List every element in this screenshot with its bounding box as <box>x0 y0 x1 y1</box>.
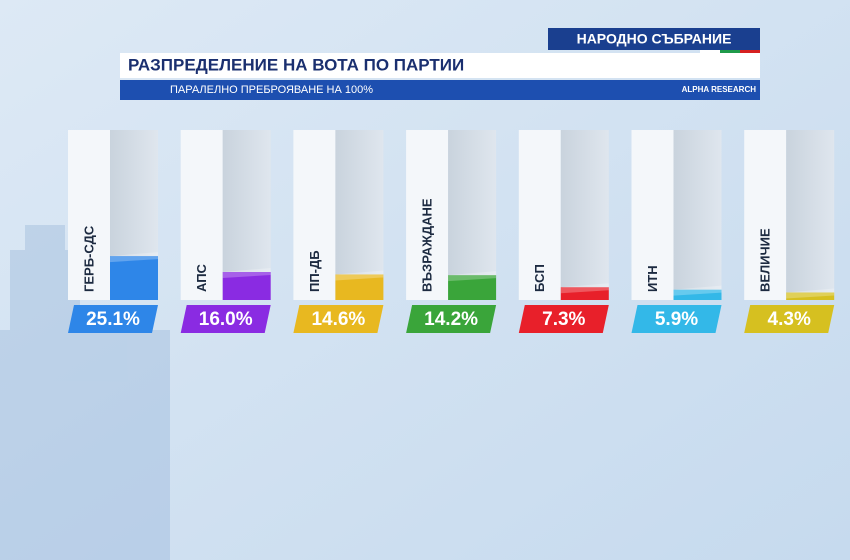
bar <box>448 275 497 300</box>
bar-cap <box>673 285 722 296</box>
chart-title: РАЗПРЕДЕЛЕНИЕ НА ВОТА ПО ПАРТИИ <box>128 55 464 74</box>
label-panel <box>180 130 223 300</box>
flag-green <box>720 50 740 53</box>
bar <box>560 287 609 300</box>
value-label: 14.6% <box>311 309 365 330</box>
value-badge <box>180 305 271 333</box>
category-label: ГЕРБ-СДС <box>81 225 96 292</box>
bar-cap <box>786 288 835 299</box>
bar-cap <box>335 270 384 281</box>
label-panel <box>293 130 336 300</box>
bar <box>222 272 271 300</box>
category-label: ВЪЗРАЖДАНЕ <box>420 198 435 292</box>
label-panel <box>744 130 787 300</box>
bar <box>673 289 722 300</box>
value-label: 16.0% <box>199 309 253 330</box>
label-panel <box>406 130 449 300</box>
header: НАРОДНО СЪБРАНИЕ <box>577 31 732 47</box>
bar-track <box>560 130 609 300</box>
title-box <box>120 53 760 78</box>
category-label: БСП <box>532 264 547 292</box>
building-silhouette <box>0 225 170 560</box>
category-label: ПП-ДБ <box>307 250 322 292</box>
bar-cap <box>110 252 158 263</box>
category-label: ВЕЛИЧИЕ <box>758 228 773 292</box>
bar-track <box>335 130 384 300</box>
value-badge <box>293 305 384 333</box>
source-logo: ALPHA RESEARCH <box>682 85 757 94</box>
bar-track <box>673 130 722 300</box>
label-panel <box>518 130 561 300</box>
value-badge <box>406 305 497 333</box>
bar-track <box>448 130 497 300</box>
subtitle: ПАРАЛЕЛНО ПРЕБРОЯВАНЕ НА 100% <box>170 84 373 96</box>
value-badge <box>68 305 158 333</box>
bar-cap <box>222 268 271 278</box>
bar-cap <box>448 271 497 282</box>
value-badge <box>631 305 722 333</box>
value-badge <box>518 305 609 333</box>
value-label: 7.3% <box>542 309 585 330</box>
bar <box>786 292 835 300</box>
flag-white <box>700 50 720 53</box>
bar <box>335 274 384 300</box>
bar-cap <box>560 283 609 294</box>
category-label: АПС <box>194 263 209 292</box>
subtitle-box <box>120 80 760 100</box>
label-panel <box>68 130 110 300</box>
bar-track <box>222 130 271 300</box>
value-label: 25.1% <box>86 309 140 330</box>
value-label: 4.3% <box>768 309 811 330</box>
bar <box>110 256 158 300</box>
value-label: 14.2% <box>424 309 478 330</box>
label-panel <box>631 130 674 300</box>
category-label: ИТН <box>645 265 660 292</box>
value-label: 5.9% <box>655 309 698 330</box>
value-badge <box>744 305 835 333</box>
header-box <box>548 28 760 50</box>
flag-red <box>740 50 760 53</box>
bar-track <box>786 130 835 300</box>
